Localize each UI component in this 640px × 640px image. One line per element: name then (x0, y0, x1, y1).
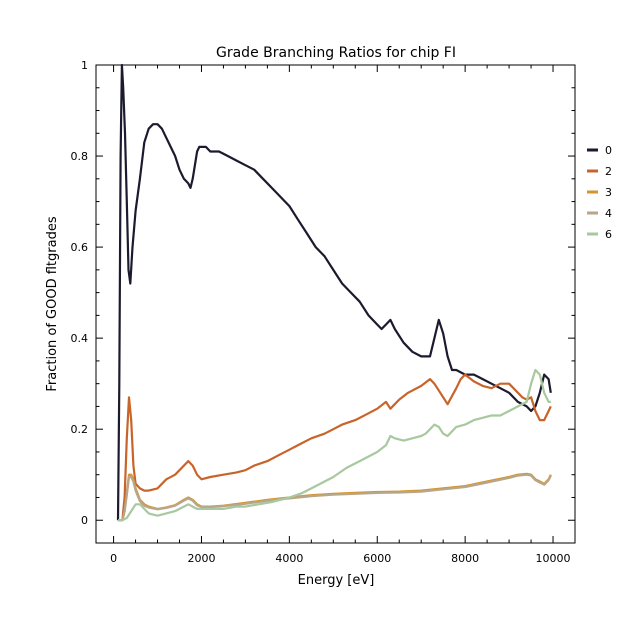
legend-label: 2 (605, 165, 612, 178)
x-tick-label: 10000 (536, 552, 571, 565)
legend-label: 3 (605, 186, 612, 199)
series-layer (116, 63, 552, 522)
legend-label: 6 (605, 228, 612, 241)
y-tick-label: 0.6 (71, 241, 89, 254)
x-tick-label: 8000 (451, 552, 479, 565)
x-tick-label: 2000 (187, 552, 215, 565)
x-tick-label: 4000 (275, 552, 303, 565)
plot-frame (95, 64, 576, 544)
x-tick-label: 0 (110, 552, 117, 565)
axis-ticks: 0 2000 4000 6000 8000 10000 0 0.2 0.4 0.6 0.8 1 (71, 59, 575, 565)
y-axis-title: Fraction of GOOD fltgrades (45, 216, 60, 391)
series-line-2 (118, 373, 552, 522)
y-tick-label: 0 (81, 514, 88, 527)
legend-label: 4 (605, 207, 612, 220)
y-tick-label: 0.4 (71, 332, 89, 345)
legend: 0 2 3 4 6 (587, 144, 612, 241)
x-tick-label: 6000 (363, 552, 391, 565)
legend-label: 0 (605, 144, 612, 157)
series-line-4 (118, 473, 552, 522)
series-line-0 (116, 63, 552, 521)
chart-title: Grade Branching Ratios for chip FI (216, 45, 456, 61)
y-tick-label: 0.8 (71, 150, 89, 163)
series-line-6 (118, 368, 551, 522)
x-axis-title: Energy [eV] (298, 573, 375, 588)
y-tick-label: 0.2 (71, 423, 89, 436)
series-line-3 (118, 472, 552, 522)
y-tick-label: 1 (81, 59, 88, 72)
